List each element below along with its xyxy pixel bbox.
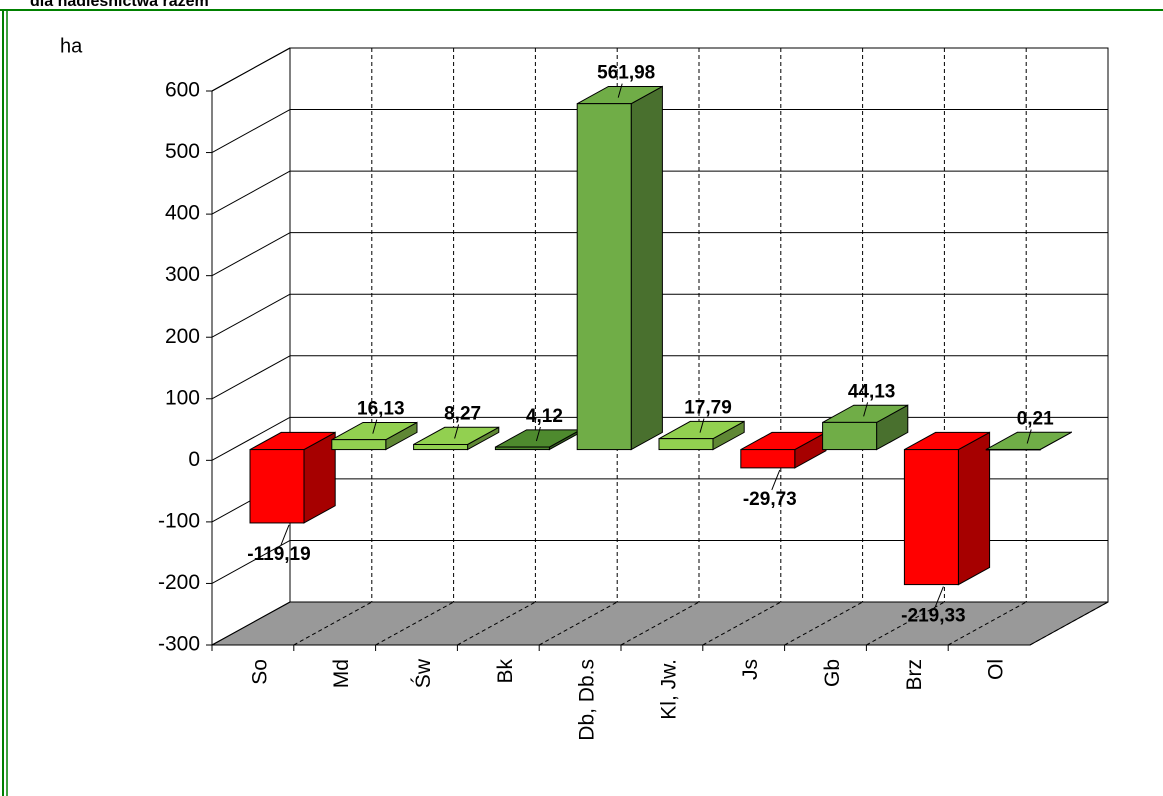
bar-side [957,431,991,586]
data-label: 0,21 [1017,408,1054,429]
bar-top [985,431,1072,450]
x-tick-label: Kl, Jw. [657,659,680,720]
category-divider-floor [293,601,373,646]
x-tick-label: Gb [821,659,844,687]
bar [331,439,387,451]
data-label: 44,13 [848,381,896,402]
data-label: -29,73 [743,489,797,510]
y-tick-label: 500 [165,140,200,163]
grid-line-side [211,601,291,646]
bar [413,443,469,451]
bar-side [630,85,663,451]
y-tick-label: 400 [165,202,200,225]
grid-line-side [211,232,291,277]
grid-line-side [211,170,291,215]
y-tick-label: 0 [188,448,200,471]
data-label: 17,79 [684,398,732,419]
y-tick-label: 200 [165,325,200,348]
y-tick-label: -300 [158,633,200,656]
x-tick-label: Md [330,659,353,688]
category-divider-floor [1029,601,1109,646]
chart-title: dla nadleśnictwa razem [30,0,209,10]
leader-line [1026,429,1032,444]
x-tick-label: Św [411,658,435,688]
bar [658,438,714,451]
leader-line [934,586,944,607]
data-label: 561,98 [597,63,655,84]
x-tick-label: So [248,659,271,685]
leader-line [372,419,378,434]
data-label: -219,33 [901,606,965,627]
bar [822,421,878,451]
bar [249,449,305,524]
leader-line [454,424,460,439]
category-divider-floor [538,601,618,646]
y-tick-label: 300 [165,263,200,286]
grid-line-side [211,47,291,92]
leader-line [617,83,623,98]
grid-line-side [211,416,291,461]
data-label: 8,27 [444,404,481,425]
bar [576,103,632,451]
grid-line-side [211,293,291,338]
x-tick-label: Ol [985,659,1008,680]
x-tick-label: Brz [903,659,926,691]
bar [494,446,550,451]
category-divider-floor [947,601,1027,646]
data-label: -119,19 [247,544,310,565]
x-tick-label: Js [739,659,762,680]
grid-line-side [211,355,291,400]
leader-line [863,402,869,417]
category-divider-floor [702,601,782,646]
leader-line [771,469,781,491]
bar [903,449,959,586]
bar [985,448,1041,451]
x-tick-label: Bk [494,659,517,684]
y-tick-label: -200 [158,571,200,594]
x-tick-label: Db, Db.s [576,659,599,741]
data-label: 4,12 [526,406,563,427]
bar [740,449,796,469]
data-label: 16,13 [357,399,405,420]
category-divider-floor [866,601,945,646]
category-divider-floor [620,601,700,646]
leader-line [699,418,705,433]
leader-line [535,426,541,442]
category-divider-floor [784,601,863,646]
category-divider-floor [457,601,536,646]
y-tick-label: 100 [165,386,200,409]
category-divider-floor [375,601,454,646]
grid-line-side [211,540,291,584]
y-tick-label: -100 [158,509,200,532]
y-tick-label: 600 [165,79,200,102]
leader-line [280,524,290,546]
grid-line-side [211,109,291,153]
y-axis-label: ha [60,35,83,57]
